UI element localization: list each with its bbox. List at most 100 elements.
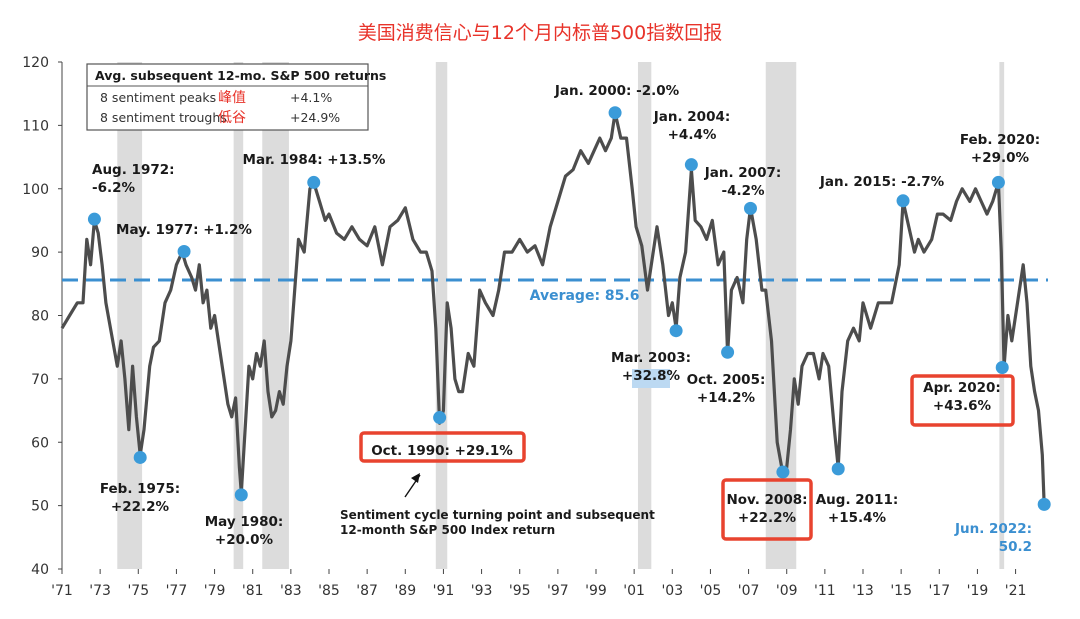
x-tick-label: '85 — [318, 583, 340, 599]
turning-point-marker — [433, 411, 447, 425]
callout-arrowhead — [411, 473, 420, 483]
y-tick-label: 50 — [31, 499, 49, 515]
marker-label: Jun. 2022: — [954, 521, 1032, 537]
marker-label: +29.0% — [971, 150, 1030, 166]
y-tick-label: 110 — [22, 118, 49, 134]
turning-point-marker — [721, 345, 735, 359]
turning-point-marker — [177, 244, 191, 258]
y-tick-label: 40 — [31, 562, 49, 578]
legend-row-label: 8 sentiment troughs — [100, 110, 227, 125]
x-tick-label: '87 — [356, 583, 378, 599]
marker-label: +22.2% — [738, 510, 797, 526]
marker-label: May 1980: — [205, 514, 284, 530]
marker-label: Jan. 2004: — [653, 109, 731, 125]
x-tick-label: '99 — [585, 583, 607, 599]
x-tick-label: '01 — [623, 583, 645, 599]
x-tick-label: '77 — [166, 583, 188, 599]
legend-row-value: +4.1% — [290, 90, 332, 105]
markers — [87, 106, 1051, 511]
x-tick-label: '71 — [51, 583, 73, 599]
turning-point-marker — [776, 465, 790, 479]
marker-label: +22.2% — [111, 499, 170, 515]
text-highlight — [632, 369, 670, 388]
legend-box: Avg. subsequent 12-mo. S&P 500 returns 8 … — [86, 63, 386, 131]
x-tick-label: '89 — [394, 583, 416, 599]
marker-label: Nov. 2008: — [726, 492, 807, 508]
highlight-box — [721, 478, 813, 541]
marker-label: Jan. 2000: -2.0% — [554, 83, 680, 99]
marker-label: Aug. 2011: — [816, 492, 899, 508]
x-tick-label: '09 — [776, 583, 798, 599]
marker-label: +43.6% — [933, 398, 992, 414]
recession-band — [233, 62, 244, 569]
x-tick-label: '81 — [242, 583, 264, 599]
x-tick-label: '07 — [738, 583, 760, 599]
callout: Sentiment cycle turning point and subseq… — [340, 473, 655, 537]
x-tick-label: '79 — [204, 583, 226, 599]
legend-row-cn: 峰值 — [218, 90, 246, 106]
recession-band — [637, 62, 652, 569]
turning-point-marker — [669, 324, 683, 338]
turning-point-marker — [133, 450, 147, 464]
marker-label: +15.4% — [828, 510, 887, 526]
x-tick-label: '19 — [967, 583, 989, 599]
axes: 40 50 60 70 80 90 100 110 120 '71 '73 '75 '77 '79 '81 '… — [22, 55, 1026, 599]
marker-label: Feb. 1975: — [100, 481, 180, 497]
chart-title: 美国消费信心与12个月内标普500指数回报 — [357, 22, 723, 44]
legend-row-cn: 低谷 — [218, 110, 246, 126]
marker-label: May. 1977: +1.2% — [116, 222, 252, 238]
marker-label: Oct. 1990: +29.1% — [371, 443, 513, 459]
sentiment-line — [60, 111, 1046, 506]
x-tick-label: '11 — [814, 583, 836, 599]
legend-row-value: +24.9% — [290, 110, 340, 125]
turning-point-marker — [307, 175, 321, 189]
recession-band — [435, 62, 448, 569]
x-tick-label: '21 — [1005, 583, 1027, 599]
turning-point-marker — [608, 106, 622, 120]
legend-frame — [86, 63, 369, 131]
x-tick-label: '75 — [127, 583, 149, 599]
marker-labels: Aug. 1972: -6.2% Feb. 1975: +22.2% May. 1977… — [92, 83, 1040, 555]
recession-band — [765, 62, 797, 569]
marker-label: Aug. 1972: — [92, 162, 175, 178]
highlight-box — [910, 374, 1015, 427]
marker-label: +20.0% — [215, 532, 274, 548]
x-tick-label: '15 — [890, 583, 912, 599]
x-tick-label: '13 — [852, 583, 874, 599]
highlight-box — [359, 431, 526, 463]
callout-text: 12-month S&P 500 Index return — [340, 523, 555, 537]
x-tick-label: '17 — [928, 583, 950, 599]
turning-point-marker — [684, 158, 698, 172]
series-lines — [60, 111, 1046, 506]
marker-label: +4.4% — [668, 127, 717, 143]
y-tick-label: 120 — [22, 55, 49, 71]
marker-label: Apr. 2020: — [923, 380, 1001, 396]
marker-label: +14.2% — [697, 390, 756, 406]
marker-label: Mar. 1984: +13.5% — [243, 152, 386, 168]
marker-label: Jan. 2007: — [704, 165, 782, 181]
y-tick-label: 90 — [31, 245, 49, 261]
y-tick-label: 60 — [31, 435, 49, 451]
marker-label: Oct. 2005: — [687, 372, 766, 388]
turning-point-marker — [234, 488, 248, 502]
marker-label: Mar. 2003: — [611, 350, 691, 366]
legend-row-label: 8 sentiment peaks — [100, 90, 216, 105]
x-tick-label: '97 — [547, 583, 569, 599]
turning-point-marker — [831, 462, 845, 476]
turning-point-marker — [743, 201, 757, 215]
recession-band — [262, 62, 289, 569]
y-tick-label: 100 — [22, 182, 49, 198]
y-tick-label: 80 — [31, 309, 49, 325]
turning-point-marker — [991, 175, 1005, 189]
recession-band — [117, 62, 143, 569]
turning-point-marker — [896, 194, 910, 208]
legend-header: Avg. subsequent 12-mo. S&P 500 returns — [95, 68, 386, 83]
x-tick-label: '05 — [700, 583, 722, 599]
average-label: Average: 85.6 — [530, 288, 640, 304]
marker-label: 50.2 — [999, 539, 1032, 555]
marker-label: -6.2% — [92, 180, 136, 196]
turning-point-marker — [1037, 497, 1051, 511]
marker-label: +32.8% — [622, 368, 681, 384]
x-tick-label: '91 — [433, 583, 455, 599]
